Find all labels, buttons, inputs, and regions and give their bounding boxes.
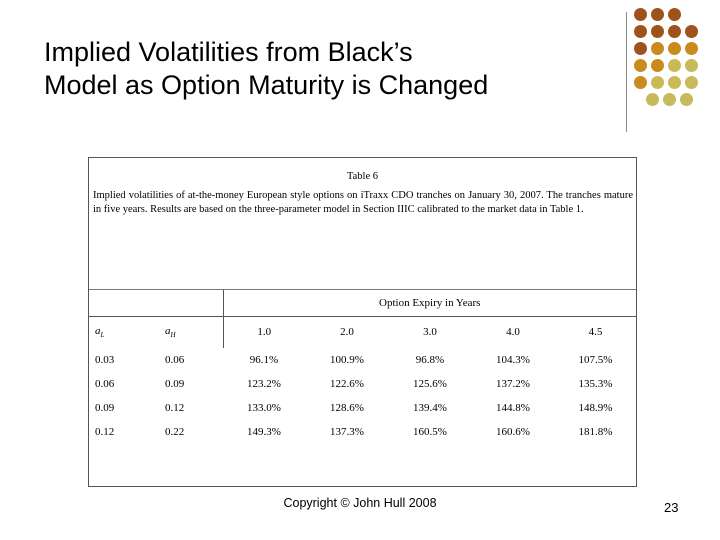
table-figure: Table 6 Implied volatilities of at-the-m… [88, 157, 637, 487]
decorative-dot [668, 42, 681, 55]
cell-volatility: 135.3% [578, 378, 613, 390]
cell-aH: 0.22 [165, 426, 185, 438]
cell-volatility: 123.2% [247, 378, 281, 390]
title-divider [626, 12, 627, 132]
decorative-dot [680, 93, 693, 106]
cell-volatility: 122.6% [330, 378, 364, 390]
cell-aH: 0.06 [165, 354, 185, 366]
page-number: 23 [664, 500, 679, 515]
decorative-dot [634, 25, 647, 38]
cell-aH: 0.09 [165, 378, 185, 390]
slide-title-line-2: Model as Option Maturity is Changed [44, 70, 489, 101]
decorative-dot-grid [634, 8, 718, 112]
column-header-expiry: 2.0 [305, 315, 389, 348]
decorative-dot [668, 59, 681, 72]
cell-volatility: 104.3% [496, 354, 530, 366]
decorative-dot [634, 42, 647, 55]
decorative-dot [663, 93, 676, 106]
column-header-aL: aL [89, 315, 159, 348]
cell-aL: 0.12 [95, 426, 115, 438]
column-header-aH: aH [159, 315, 223, 348]
decorative-dot [685, 25, 698, 38]
cell-volatility: 148.9% [578, 402, 613, 414]
cell-volatility: 133.0% [247, 402, 281, 414]
decorative-dot [651, 76, 664, 89]
table-row: 0.03 0.06 96.1% 100.9% 96.8% 104.3% 107.… [89, 348, 636, 372]
cell-volatility: 96.1% [249, 354, 279, 366]
cell-volatility: 160.5% [413, 426, 447, 438]
cell-volatility: 144.8% [496, 402, 530, 414]
slide-title: Implied Volatilities from Black’s Model … [44, 36, 624, 103]
cell-volatility: 181.8% [578, 426, 613, 438]
column-header-row: aL aH 1.0 2.0 3.0 4.0 4.5 [89, 315, 636, 348]
cell-volatility: 160.6% [496, 426, 530, 438]
decorative-dot [651, 59, 664, 72]
column-header-expiry: 1.0 [222, 315, 305, 348]
column-header-expiry: 4.5 [555, 315, 636, 348]
copyright-footer: Copyright © John Hull 2008 [283, 496, 437, 510]
cell-volatility: 149.3% [247, 426, 281, 438]
table-caption: Table 6 Implied volatilities of at-the-m… [89, 158, 636, 290]
cell-aL: 0.06 [95, 378, 115, 390]
column-header-expiry: 3.0 [389, 315, 471, 348]
cell-volatility: 137.3% [330, 426, 364, 438]
cell-aL: 0.09 [95, 402, 115, 414]
decorative-dot [651, 8, 664, 21]
table-caption-text: Implied volatilities of at-the-money Eur… [93, 190, 633, 215]
cell-volatility: 100.9% [330, 354, 364, 366]
decorative-dot [685, 59, 698, 72]
table-row: 0.09 0.12 133.0% 128.6% 139.4% 144.8% 14… [89, 396, 636, 420]
decorative-dot [634, 59, 647, 72]
cell-volatility: 128.6% [330, 402, 364, 414]
cell-volatility: 125.6% [413, 378, 447, 390]
decorative-dot [651, 42, 664, 55]
column-header-expiry: 4.0 [471, 315, 555, 348]
decorative-dot [668, 8, 681, 21]
cell-volatility: 137.2% [496, 378, 530, 390]
decorative-dot [651, 25, 664, 38]
cell-volatility: 96.8% [415, 354, 445, 366]
expiry-group-header: Option Expiry in Years [222, 290, 636, 316]
cell-volatility: 139.4% [413, 402, 447, 414]
decorative-dot [668, 76, 681, 89]
table-row: 0.06 0.09 123.2% 122.6% 125.6% 137.2% 13… [89, 372, 636, 396]
decorative-dot [668, 25, 681, 38]
implied-volatility-table: Option Expiry in Years aL aH 1.0 2.0 3.0… [89, 290, 636, 444]
expiry-header-row: Option Expiry in Years [89, 290, 636, 316]
decorative-dot [685, 42, 698, 55]
slide-title-line-1: Implied Volatilities from Black’s [44, 37, 413, 67]
table-caption-title: Table 6 [346, 171, 379, 182]
decorative-dot [646, 93, 659, 106]
table-row: 0.12 0.22 149.3% 137.3% 160.5% 160.6% 18… [89, 420, 636, 444]
cell-aL: 0.03 [95, 354, 115, 366]
cell-volatility: 107.5% [578, 354, 613, 366]
decorative-dot [634, 76, 647, 89]
decorative-dot [685, 76, 698, 89]
cell-aH: 0.12 [165, 402, 185, 414]
decorative-dot [634, 8, 647, 21]
